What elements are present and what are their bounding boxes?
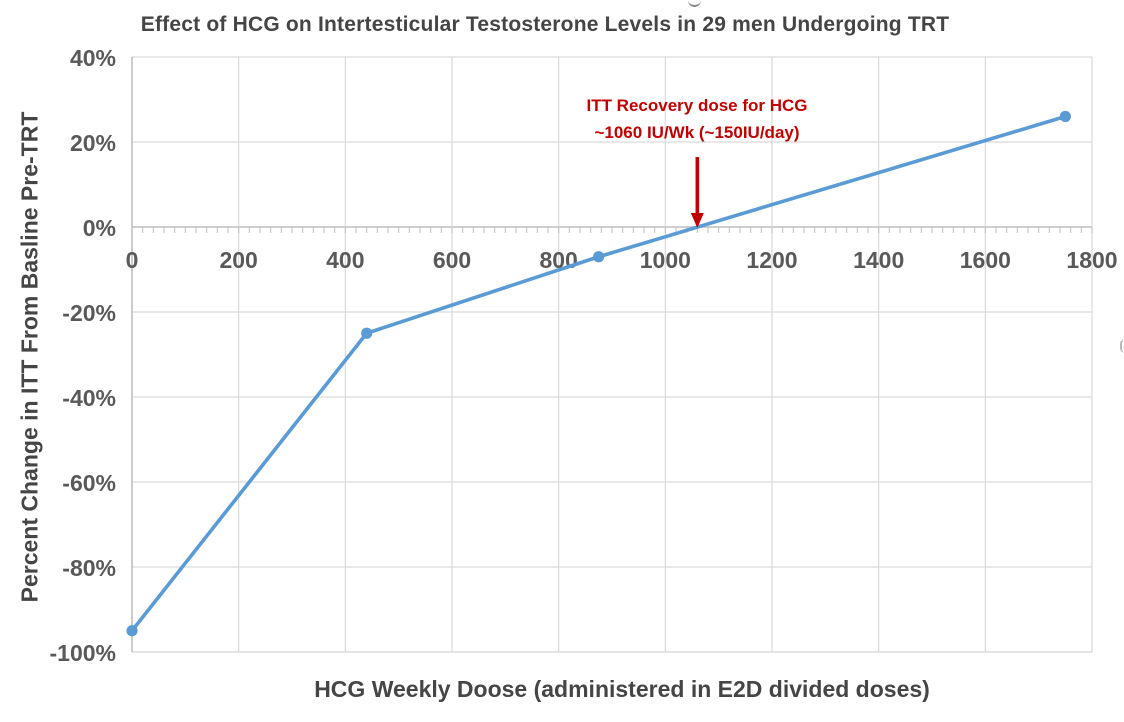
data-point-marker	[1059, 110, 1071, 123]
data-point-marker	[593, 251, 605, 263]
x-tick-label: 0	[126, 247, 139, 273]
data-point-marker	[126, 625, 138, 637]
y-tick-label: -40%	[62, 385, 116, 411]
y-tick-label: -20%	[62, 300, 116, 326]
y-tick-label: 0%	[83, 215, 116, 241]
x-tick-label: 1200	[746, 247, 797, 273]
x-axis-title: HCG Weekly Doose (administered in E2D di…	[314, 676, 930, 702]
y-tick-label: -80%	[62, 555, 116, 581]
x-tick-label: 400	[326, 247, 364, 273]
y-tick-label: -100%	[50, 640, 116, 666]
data-point-marker	[361, 327, 373, 339]
y-tick-label: 40%	[70, 45, 116, 71]
annotation-line-2: ~1060 IU/Wk (~150IU/day)	[594, 123, 800, 142]
x-tick-label: 1000	[640, 247, 691, 273]
x-tick-label: 1400	[853, 247, 904, 273]
y-axis-title: Percent Change in ITT From Basline Pre-T…	[16, 111, 43, 603]
x-tick-label: 1800	[1066, 247, 1117, 273]
annotation-callout: ITT Recovery dose for HCG ~1060 IU/Wk (~…	[586, 92, 807, 146]
x-tick-label: 200	[219, 247, 257, 273]
chart-title: Effect of HCG on Intertesticular Testost…	[140, 13, 950, 36]
y-tick-label: -60%	[62, 470, 116, 496]
annotation-line-1: ITT Recovery dose for HCG	[586, 96, 808, 115]
data-series-line	[130, 114, 1068, 633]
x-tick-label: 1600	[960, 247, 1011, 273]
x-tick-label: 600	[433, 247, 471, 273]
annotation-arrow-head	[690, 213, 704, 228]
cropped-text-artifact-right	[1120, 339, 1124, 353]
cropped-text-artifact-top	[688, 0, 701, 7]
y-tick-label: 20%	[70, 130, 116, 156]
